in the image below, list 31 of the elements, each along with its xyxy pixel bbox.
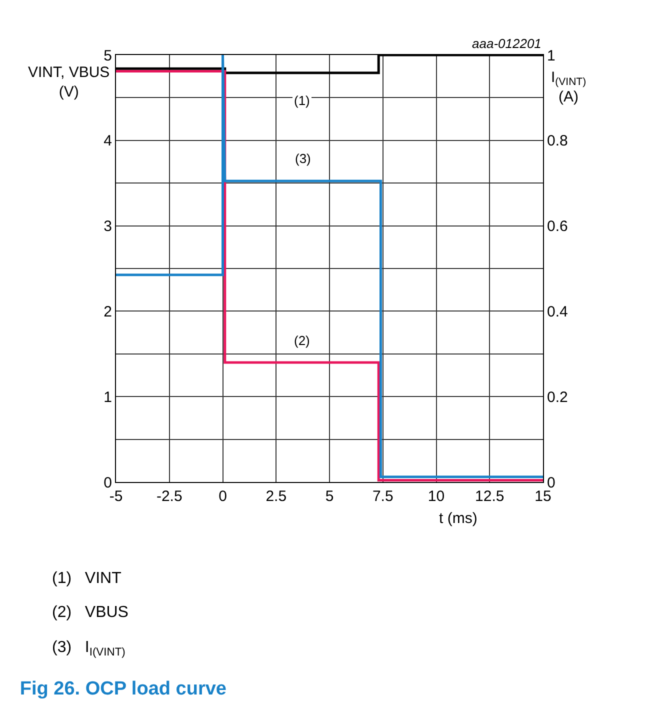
y-tick-label: 3	[104, 218, 112, 236]
text: I(VINT)	[89, 646, 126, 658]
y2-tick-label: 0.4	[547, 303, 568, 320]
y-tick-label: 4	[104, 132, 112, 150]
x-tick-label: 2.5	[266, 488, 287, 505]
y-tick-label: 1	[104, 388, 112, 406]
x-tick-label: -5	[109, 488, 123, 505]
annotation: (2)	[294, 333, 310, 348]
x-tick-label: 5	[325, 488, 334, 505]
x-tick-label: -2.5	[156, 488, 182, 505]
y2-axis-title: I$_{(VINT)}$ (A)	[551, 69, 586, 106]
y2-tick-label: 0.8	[547, 132, 568, 150]
text: Fig 26. OCP load curve	[20, 678, 226, 700]
y-tick-label: 2	[104, 303, 112, 320]
y-axis-title: VINT, VBUS (V)	[28, 64, 110, 100]
y2-tick-label: 0.2	[547, 388, 568, 406]
y-tick-label: 0	[104, 474, 112, 492]
y2-tick-label: 1	[547, 47, 556, 64]
text: (2) VBUS	[52, 604, 128, 621]
x-tick-label: 0	[218, 488, 227, 505]
text: (3) I	[52, 639, 90, 656]
text: aaa-012201	[472, 36, 542, 51]
x-axis-title: t (ms)	[439, 510, 478, 527]
text: (1) VINT	[52, 570, 122, 587]
annotation: (3)	[295, 151, 311, 166]
y-tick-label: 5	[104, 47, 112, 64]
x-tick-label: 12.5	[475, 488, 504, 505]
annotation: (1)	[294, 93, 310, 108]
x-tick-label: 10	[428, 488, 445, 505]
x-tick-label: 7.5	[372, 488, 394, 505]
y2-tick-label: 0.6	[547, 218, 568, 236]
